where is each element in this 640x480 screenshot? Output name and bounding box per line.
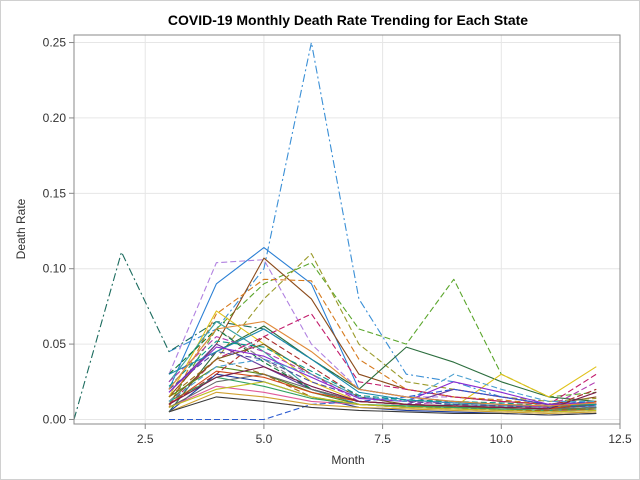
y-tick-label: 0.20 [43, 111, 67, 125]
series-line-35 [168, 358, 597, 402]
x-tick-label: 7.5 [374, 432, 391, 446]
series-line-6 [168, 257, 597, 405]
x-tick-label: 12.5 [608, 432, 632, 446]
series-layer [73, 41, 597, 421]
series-line-22 [168, 391, 597, 414]
series-line-32 [168, 340, 597, 407]
series-line-8 [168, 278, 597, 408]
y-tick-label: 0.05 [43, 337, 67, 351]
series-line-9 [168, 325, 597, 413]
x-tick-label: 5.0 [256, 432, 273, 446]
series-line-24 [168, 376, 597, 411]
series-line-7 [168, 253, 597, 405]
y-tick-label: 0.15 [43, 186, 67, 200]
x-tick-label: 10.0 [490, 432, 514, 446]
series-line-30 [168, 396, 597, 416]
series-line-33 [168, 381, 597, 413]
series-line-36 [168, 320, 597, 407]
plot-border [73, 34, 621, 425]
series-line-23 [168, 351, 597, 408]
y-axis-label: Death Rate [14, 198, 28, 259]
series-line-34 [168, 366, 597, 410]
series-line-31 [168, 346, 597, 405]
series-line-12 [168, 313, 597, 405]
grid-lines [74, 35, 621, 424]
series-line-16 [168, 328, 597, 410]
y-tick-label: 0.25 [43, 36, 67, 50]
chart-title: COVID-19 Monthly Death Rate Trending for… [168, 12, 528, 28]
axis-ticks: 0.00 0.05 0.10 0.15 0.20 0.25 2.5 5.0 7.5 10.0 12.… [43, 36, 632, 446]
y-tick-label: 0.10 [43, 262, 67, 276]
x-tick-label: 2.5 [137, 432, 154, 446]
y-tick-label: 0.00 [43, 412, 67, 426]
x-axis-label: Month [331, 453, 364, 467]
